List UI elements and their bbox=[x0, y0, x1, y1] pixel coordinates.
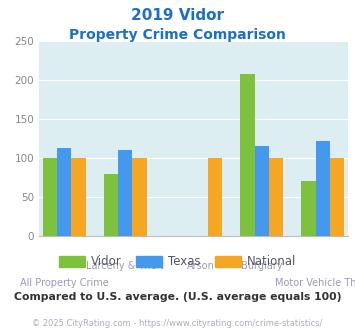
Bar bbox=[316, 141, 330, 236]
Bar bbox=[132, 158, 147, 236]
Text: Property Crime Comparison: Property Crime Comparison bbox=[69, 28, 286, 42]
Text: All Property Crime: All Property Crime bbox=[20, 278, 109, 288]
Bar bbox=[118, 150, 132, 236]
Bar bbox=[301, 182, 316, 236]
Text: Motor Vehicle Theft: Motor Vehicle Theft bbox=[275, 278, 355, 288]
Bar bbox=[57, 148, 71, 236]
Text: Compared to U.S. average. (U.S. average equals 100): Compared to U.S. average. (U.S. average … bbox=[14, 292, 341, 302]
Bar bbox=[71, 158, 86, 236]
Text: Arson: Arson bbox=[187, 261, 214, 271]
Bar bbox=[43, 158, 57, 236]
Text: Larceny & Theft: Larceny & Theft bbox=[86, 261, 164, 271]
Bar bbox=[330, 158, 344, 236]
Bar bbox=[269, 158, 283, 236]
Bar bbox=[255, 147, 269, 236]
Bar bbox=[240, 74, 255, 236]
Text: 2019 Vidor: 2019 Vidor bbox=[131, 8, 224, 23]
Bar bbox=[208, 158, 222, 236]
Bar bbox=[104, 174, 118, 236]
Text: Burglary: Burglary bbox=[241, 261, 283, 271]
Legend: Vidor, Texas, National: Vidor, Texas, National bbox=[54, 250, 301, 273]
Text: © 2025 CityRating.com - https://www.cityrating.com/crime-statistics/: © 2025 CityRating.com - https://www.city… bbox=[32, 319, 323, 328]
